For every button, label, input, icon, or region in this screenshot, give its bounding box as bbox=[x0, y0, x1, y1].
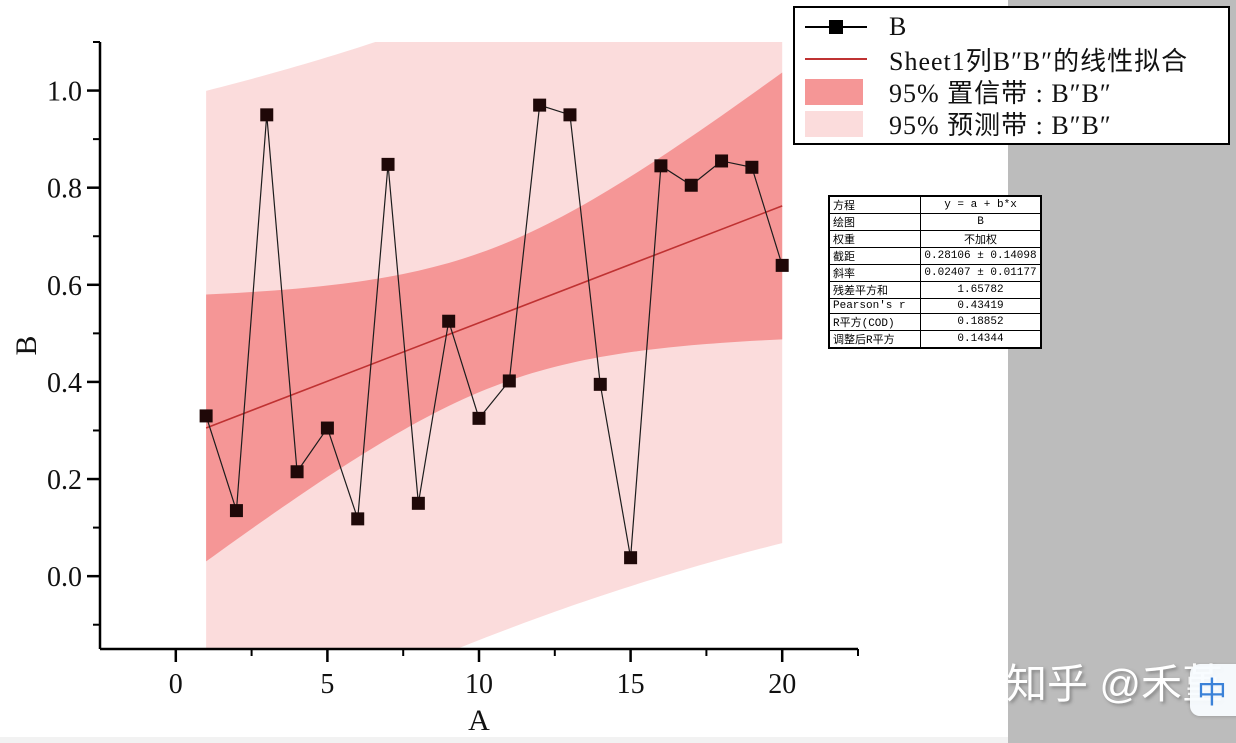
legend-item-prediction-band: 95% 预测带 : B″B″ bbox=[805, 108, 1228, 140]
data-point-marker bbox=[502, 374, 516, 388]
data-point-marker bbox=[624, 551, 638, 565]
table-row: R平方(COD) 0.18852 bbox=[828, 313, 1042, 331]
y-tick-label: 0.4 bbox=[47, 368, 82, 399]
data-point-marker bbox=[533, 98, 547, 112]
ime-badge[interactable]: 中 bbox=[1190, 664, 1236, 716]
legend-item-confidence-band: 95% 置信带 : B″B″ bbox=[805, 76, 1228, 108]
table-row: 权重 不加权 bbox=[828, 230, 1042, 248]
y-tick-label: 0.2 bbox=[47, 465, 82, 496]
legend-item-data-series: B bbox=[805, 11, 1228, 43]
legend-label: 95% 预测带 : B″B″ bbox=[889, 111, 1112, 141]
data-point-marker bbox=[351, 512, 365, 526]
y-tick-label: 0.8 bbox=[47, 174, 82, 205]
data-point-marker bbox=[563, 108, 577, 122]
x-tick-label: 10 bbox=[465, 669, 493, 700]
scatter-plot: 0 5 10 15 20 0.0 0.2 0.4 0.6 0.8 1.0 A B bbox=[10, 41, 859, 737]
y-tick-label: 0.6 bbox=[47, 271, 82, 302]
legend-box: B Sheet1列B″B″的线性拟合 95% 置信带 : B″B″ 95% 预测… bbox=[793, 6, 1230, 145]
data-point-marker bbox=[593, 377, 607, 391]
watermark-text: 知乎 @禾堇 bbox=[1006, 661, 1224, 707]
data-point-marker bbox=[684, 178, 698, 192]
table-row: 截距 0.28106 ± 0.14098 bbox=[828, 247, 1042, 265]
x-tick-label: 5 bbox=[320, 669, 334, 700]
x-tick-label: 20 bbox=[768, 669, 796, 700]
data-point-marker bbox=[745, 160, 759, 174]
bottom-strip bbox=[0, 737, 1008, 743]
y-tick-label: 0.0 bbox=[47, 562, 82, 593]
watermark: 知乎 @禾堇 bbox=[1006, 650, 1223, 710]
legend-fit-line-icon bbox=[805, 58, 869, 61]
table-row: 方程 y = a + b*x bbox=[828, 195, 1042, 214]
ime-badge-label: 中 bbox=[1197, 677, 1227, 710]
data-point-marker bbox=[472, 411, 486, 425]
legend-label: B bbox=[889, 12, 908, 42]
table-row: Pearson's r 0.43419 bbox=[828, 298, 1042, 314]
data-point-marker bbox=[442, 314, 456, 328]
data-point-marker bbox=[260, 108, 274, 122]
data-point-marker bbox=[715, 154, 729, 168]
legend-label: Sheet1列B″B″的线性拟合 bbox=[889, 46, 1189, 76]
x-tick-label: 0 bbox=[169, 669, 183, 700]
legend-label: 95% 置信带 : B″B″ bbox=[889, 79, 1112, 109]
data-point-marker bbox=[229, 504, 243, 518]
data-point-marker bbox=[411, 496, 425, 510]
y-tick-label: 1.0 bbox=[47, 77, 82, 108]
table-row: 调整后R平方 0.14344 bbox=[828, 330, 1042, 349]
legend-prediction-swatch-icon bbox=[805, 110, 869, 137]
data-point-marker bbox=[199, 409, 213, 423]
fit-line bbox=[205, 205, 783, 429]
x-axis-title: A bbox=[468, 704, 490, 737]
data-point-marker bbox=[381, 157, 395, 171]
data-point-marker bbox=[290, 465, 304, 479]
y-axis-title: B bbox=[10, 335, 43, 355]
data-point-marker bbox=[320, 421, 334, 435]
x-tick-label: 15 bbox=[617, 669, 645, 700]
legend-item-linear-fit: Sheet1列B″B″的线性拟合 bbox=[805, 43, 1228, 76]
table-row: 残差平方和 1.65782 bbox=[828, 281, 1042, 299]
fit-stats-table: 方程 y = a + b*x 绘图 B 权重 不加权 截距 0.28106 ± 0.14… bbox=[828, 195, 1042, 349]
legend-marker-line-icon bbox=[805, 20, 869, 35]
table-row: 斜率 0.02407 ± 0.01177 bbox=[828, 264, 1042, 282]
data-point-marker bbox=[775, 258, 789, 272]
legend-confidence-swatch-icon bbox=[805, 78, 869, 105]
table-row: 绘图 B bbox=[828, 213, 1042, 231]
data-point-marker bbox=[654, 159, 668, 173]
